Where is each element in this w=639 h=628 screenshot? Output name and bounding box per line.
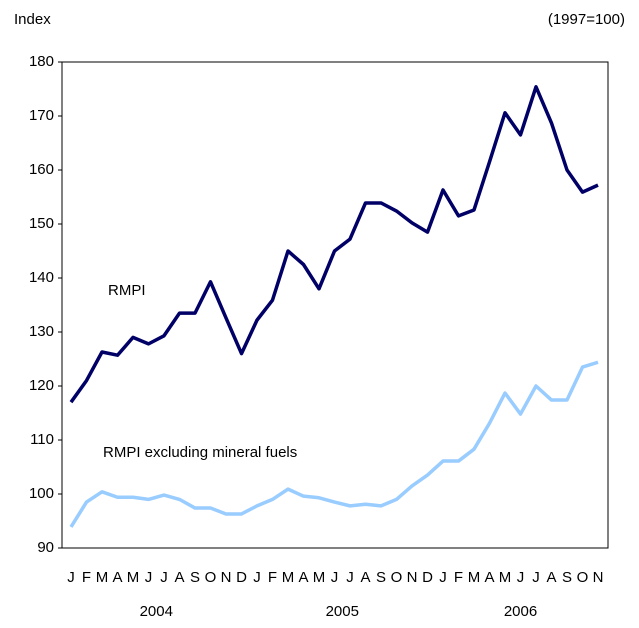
y-tick-label: 130 xyxy=(29,323,54,340)
x-tick-label: J xyxy=(439,569,447,586)
x-tick-label: A xyxy=(174,569,184,586)
x-tick-label: A xyxy=(546,569,556,586)
x-tick-label: M xyxy=(282,569,295,586)
y-tick-label: 120 xyxy=(29,377,54,394)
x-tick-label: J xyxy=(67,569,75,586)
x-tick-label: M xyxy=(499,569,512,586)
x-tick-label: A xyxy=(484,569,494,586)
y-axis-label: Index xyxy=(14,11,51,28)
year-label: 2004 xyxy=(140,603,173,620)
x-tick-label: J xyxy=(331,569,339,586)
x-tick-label: D xyxy=(422,569,433,586)
x-tick-label: M xyxy=(468,569,481,586)
x-tick-label: D xyxy=(236,569,247,586)
x-tick-label: M xyxy=(127,569,140,586)
series-label: RMPI excluding mineral fuels xyxy=(103,444,297,461)
x-tick-label: O xyxy=(577,569,589,586)
x-tick-label: J xyxy=(346,569,354,586)
x-tick-label: S xyxy=(190,569,200,586)
x-tick-label: A xyxy=(360,569,370,586)
y-tick-label: 100 xyxy=(29,485,54,502)
x-tick-label: O xyxy=(391,569,403,586)
x-tick-label: F xyxy=(268,569,277,586)
x-tick-label: A xyxy=(298,569,308,586)
y-tick-label: 180 xyxy=(29,53,54,70)
x-tick-label: O xyxy=(205,569,217,586)
x-tick-label: S xyxy=(562,569,572,586)
y-tick-label: 90 xyxy=(37,539,54,556)
x-tick-label: J xyxy=(253,569,261,586)
y-tick-label: 160 xyxy=(29,161,54,178)
x-tick-label: N xyxy=(407,569,418,586)
x-tick-label: F xyxy=(454,569,463,586)
year-label: 2005 xyxy=(326,603,359,620)
series-line xyxy=(69,360,599,528)
x-tick-label: J xyxy=(517,569,525,586)
y-axis-note: (1997=100) xyxy=(548,11,625,28)
series-label: RMPI xyxy=(108,282,146,299)
x-tick-label: S xyxy=(376,569,386,586)
x-tick-label: J xyxy=(160,569,168,586)
x-tick-label: F xyxy=(82,569,91,586)
year-label: 2006 xyxy=(504,603,537,620)
x-tick-label: N xyxy=(593,569,604,586)
y-tick-label: 150 xyxy=(29,215,54,232)
x-tick-label: J xyxy=(145,569,153,586)
series-line xyxy=(69,85,599,404)
x-tick-label: J xyxy=(532,569,540,586)
y-tick-label: 170 xyxy=(29,107,54,124)
y-tick-label: 110 xyxy=(30,431,54,448)
y-tick-label: 140 xyxy=(29,269,54,286)
x-tick-label: M xyxy=(313,569,326,586)
x-tick-label: M xyxy=(96,569,109,586)
plot-frame xyxy=(61,61,609,549)
x-tick-label: A xyxy=(112,569,122,586)
x-tick-label: N xyxy=(221,569,232,586)
